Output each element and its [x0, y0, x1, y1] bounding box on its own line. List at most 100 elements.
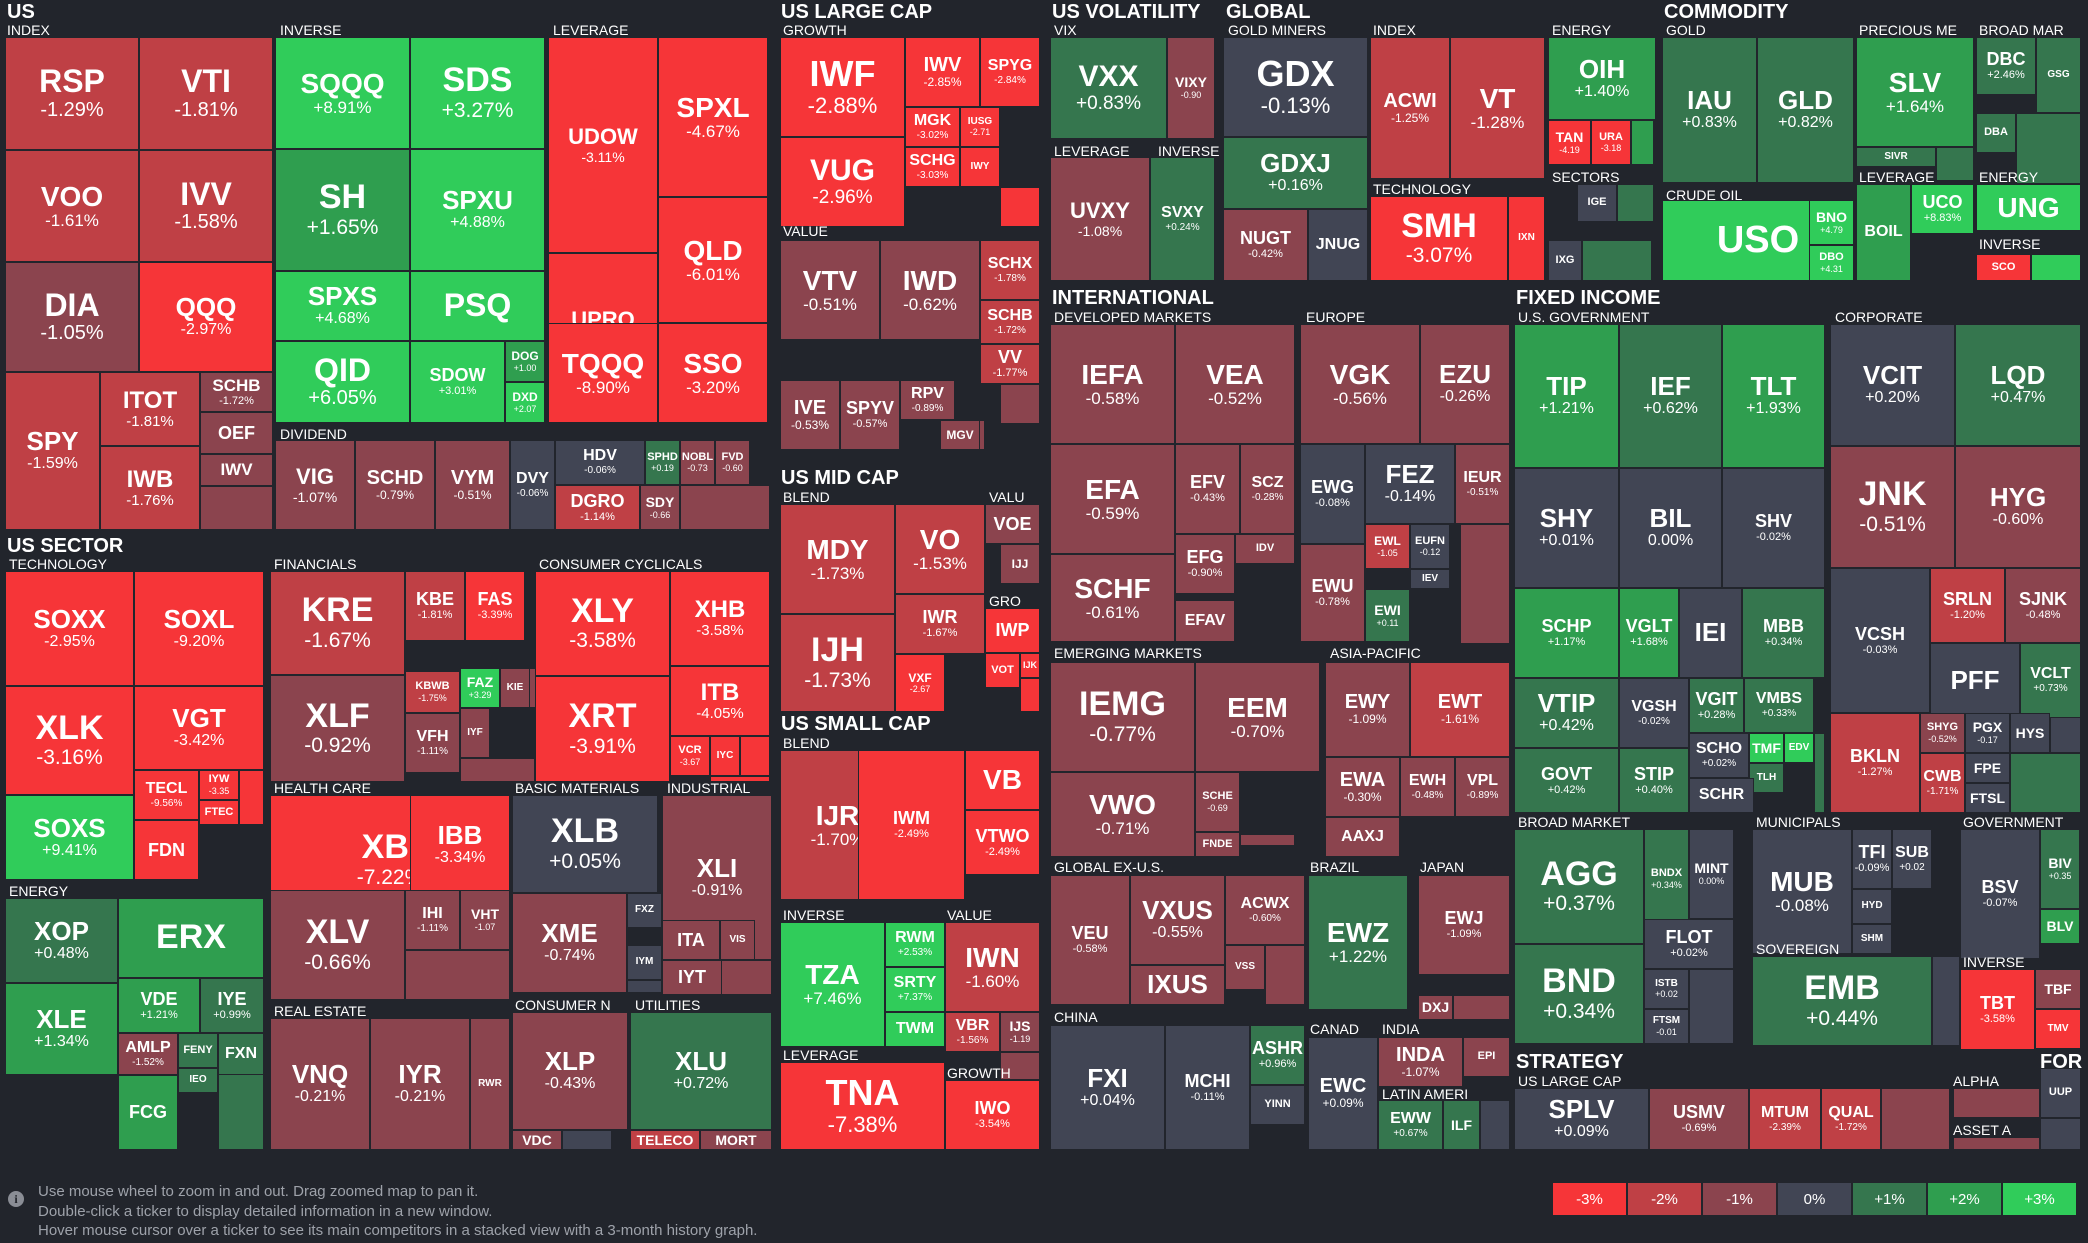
small-etf-tile[interactable]: [239, 770, 264, 825]
small-etf-tile[interactable]: [1617, 184, 1654, 222]
ticker-tile-tan[interactable]: TAN -4.19: [1548, 120, 1591, 165]
ticker-tile-sjnk[interactable]: SJNK -0.48%: [2005, 568, 2081, 643]
ticker-tile-hys[interactable]: HYS: [2010, 713, 2050, 753]
ticker-tile-xlb[interactable]: XLB +0.05%: [512, 795, 658, 893]
ticker-tile-sub[interactable]: SUB +0.02: [1892, 829, 1932, 889]
ticker-tile-tbf[interactable]: TBF: [2035, 969, 2081, 1009]
ticker-tile-flot[interactable]: FLOT +0.02%: [1644, 919, 1734, 969]
ticker-tile-ezu[interactable]: EZU -0.26%: [1420, 324, 1510, 444]
ticker-tile-fas[interactable]: FAS -3.39%: [465, 571, 525, 641]
ticker-tile-ftsl[interactable]: FTSL: [1965, 783, 2010, 813]
ticker-tile-bil[interactable]: BIL 0.00%: [1619, 468, 1722, 588]
ticker-tile-ixus[interactable]: IXUS: [1130, 965, 1225, 1005]
ticker-tile-eufn[interactable]: EUFN -0.12: [1410, 524, 1450, 569]
ticker-tile-edv[interactable]: EDV: [1784, 733, 1814, 763]
ticker-tile-vglt[interactable]: VGLT +1.68%: [1619, 588, 1679, 678]
ticker-tile-rsp[interactable]: RSP -1.29%: [5, 37, 139, 150]
ticker-tile-vig[interactable]: VIG -1.07%: [275, 440, 355, 530]
ticker-tile-bndx[interactable]: BNDX +0.34%: [1644, 829, 1689, 929]
ticker-tile-eem[interactable]: EEM -0.70%: [1195, 662, 1320, 772]
ticker-tile-bno[interactable]: BNO +4.79: [1809, 200, 1854, 245]
ticker-tile-vmbs[interactable]: VMBS +0.33%: [1744, 678, 1814, 733]
ticker-tile-dbo[interactable]: DBO +4.31: [1809, 245, 1854, 281]
ticker-tile-iye[interactable]: IYE +0.99%: [200, 978, 264, 1033]
ticker-tile-gdxj[interactable]: GDXJ +0.16%: [1223, 137, 1368, 209]
ticker-tile-ieo[interactable]: IEO: [178, 1068, 218, 1093]
ticker-tile-fxi[interactable]: FXI +0.04%: [1050, 1025, 1165, 1150]
small-etf-tile[interactable]: [1000, 1052, 1040, 1080]
small-etf-tile[interactable]: [405, 950, 510, 1000]
etf-heatmap[interactable]: RSP -1.29% VTI -1.81% VOO -1.61% IVV -1.58% DIA -…: [0, 0, 2088, 1160]
ticker-tile-agg[interactable]: AGG +0.37%: [1514, 829, 1644, 944]
ticker-tile-istb[interactable]: ISTB +0.02: [1644, 969, 1689, 1009]
ticker-tile-fez[interactable]: FEZ -0.14%: [1365, 444, 1455, 524]
ticker-tile-tfi[interactable]: TFI -0.09%: [1852, 829, 1892, 889]
ticker-tile-itb[interactable]: ITB -4.05%: [670, 666, 770, 736]
ticker-tile-hyd[interactable]: HYD: [1852, 889, 1892, 924]
ticker-tile-spxs[interactable]: SPXS +4.68%: [275, 271, 410, 341]
ticker-tile-dxj[interactable]: DXJ: [1418, 995, 1453, 1020]
ticker-tile-vfh[interactable]: VFH -1.11%: [405, 713, 460, 773]
ticker-tile-schf[interactable]: SCHF -0.61%: [1050, 554, 1175, 642]
ticker-tile-soxl[interactable]: SOXL -9.20%: [134, 571, 264, 686]
ticker-tile-blv[interactable]: BLV: [2040, 909, 2080, 944]
ticker-tile-tip[interactable]: TIP +1.21%: [1514, 324, 1619, 468]
ticker-tile-xme[interactable]: XME -0.74%: [512, 893, 627, 993]
ticker-tile-ihi[interactable]: IHI -1.11%: [405, 890, 460, 950]
small-etf-tile[interactable]: [1953, 1088, 2040, 1118]
ticker-tile-govt[interactable]: GOVT +0.42%: [1514, 748, 1619, 813]
ticker-tile-psq[interactable]: PSQ: [410, 271, 545, 341]
ticker-tile-amlp[interactable]: AMLP -1.52%: [118, 1033, 178, 1075]
ticker-tile-iwp[interactable]: IWP: [985, 608, 1040, 653]
small-etf-tile[interactable]: [1240, 834, 1295, 846]
ticker-tile-gld[interactable]: GLD +0.82%: [1757, 37, 1854, 183]
ticker-tile-mub[interactable]: MUB -0.08%: [1752, 829, 1852, 954]
small-etf-tile[interactable]: [1936, 147, 1974, 181]
small-etf-tile[interactable]: [627, 980, 662, 993]
small-etf-tile[interactable]: [740, 736, 770, 776]
ticker-tile-oih[interactable]: OIH +1.40%: [1548, 37, 1656, 120]
ticker-tile-vis[interactable]: VIS: [720, 920, 755, 960]
ticker-tile-vt[interactable]: VT -1.28%: [1450, 37, 1545, 179]
ticker-tile-sds[interactable]: SDS +3.27%: [410, 37, 545, 149]
ticker-tile-xlk[interactable]: XLK -3.16%: [5, 686, 134, 795]
ticker-tile-mgv[interactable]: MGV: [940, 420, 980, 450]
ticker-tile-ilf[interactable]: ILF: [1443, 1100, 1480, 1150]
small-etf-tile[interactable]: [1480, 1100, 1510, 1150]
ticker-tile-aaxj[interactable]: AAXJ: [1325, 817, 1400, 857]
ticker-tile-ewt[interactable]: EWT -1.61%: [1410, 662, 1510, 757]
ticker-tile-vcit[interactable]: VCIT +0.20%: [1830, 324, 1955, 446]
ticker-tile-eww[interactable]: EWW +0.67%: [1378, 1100, 1443, 1150]
small-etf-tile[interactable]: [1881, 1088, 1950, 1150]
ticker-tile-ewu[interactable]: EWU -0.78%: [1300, 544, 1365, 642]
ticker-tile-sh[interactable]: SH +1.65%: [275, 149, 410, 271]
ticker-tile-mort[interactable]: MORT: [700, 1130, 772, 1150]
ticker-tile-splv[interactable]: SPLV +0.09%: [1514, 1088, 1649, 1150]
ticker-tile-ewg[interactable]: EWG -0.08%: [1300, 444, 1365, 544]
ticker-tile-dia[interactable]: DIA -1.05%: [5, 262, 139, 372]
ticker-tile-vym[interactable]: VYM -0.51%: [435, 440, 510, 530]
ticker-tile-vcsh[interactable]: VCSH -0.03%: [1830, 568, 1930, 713]
ticker-tile-inda[interactable]: INDA -1.07%: [1378, 1037, 1463, 1087]
ticker-tile-sdow[interactable]: SDOW +3.01%: [410, 341, 505, 423]
ticker-tile-vbr[interactable]: VBR -1.56%: [945, 1012, 1000, 1052]
small-etf-tile[interactable]: [1953, 1137, 2040, 1150]
ticker-tile-fvd[interactable]: FVD -0.60: [715, 440, 750, 485]
ticker-tile-feny[interactable]: FENY: [178, 1033, 218, 1068]
ticker-tile-mgk[interactable]: MGK -3.02%: [905, 107, 960, 147]
ticker-tile-iefa[interactable]: IEFA -0.58%: [1050, 324, 1175, 444]
ticker-tile-tna[interactable]: TNA -7.38%: [780, 1062, 945, 1150]
ticker-tile-fnde[interactable]: FNDE: [1195, 832, 1240, 857]
ticker-tile-usmv[interactable]: USMV -0.69%: [1649, 1088, 1749, 1150]
ticker-tile-xlv[interactable]: XLV -0.66%: [270, 890, 405, 1000]
ticker-tile-vb[interactable]: VB: [965, 750, 1040, 810]
ticker-tile-vde[interactable]: VDE +1.21%: [118, 978, 200, 1033]
ticker-tile-vxus[interactable]: VXUS -0.55%: [1130, 875, 1225, 965]
ticker-tile-qld[interactable]: QLD -6.01%: [658, 197, 768, 323]
small-etf-tile[interactable]: [2040, 1118, 2081, 1150]
ticker-tile-efg[interactable]: EFG -0.90%: [1175, 534, 1235, 594]
ticker-tile-soxx[interactable]: SOXX -2.95%: [5, 571, 134, 686]
ticker-tile-iusg[interactable]: IUSG -2.71: [960, 107, 1000, 147]
ticker-tile-ewj[interactable]: EWJ -1.09%: [1418, 875, 1510, 975]
ticker-tile-vgit[interactable]: VGIT +0.28%: [1689, 678, 1744, 733]
